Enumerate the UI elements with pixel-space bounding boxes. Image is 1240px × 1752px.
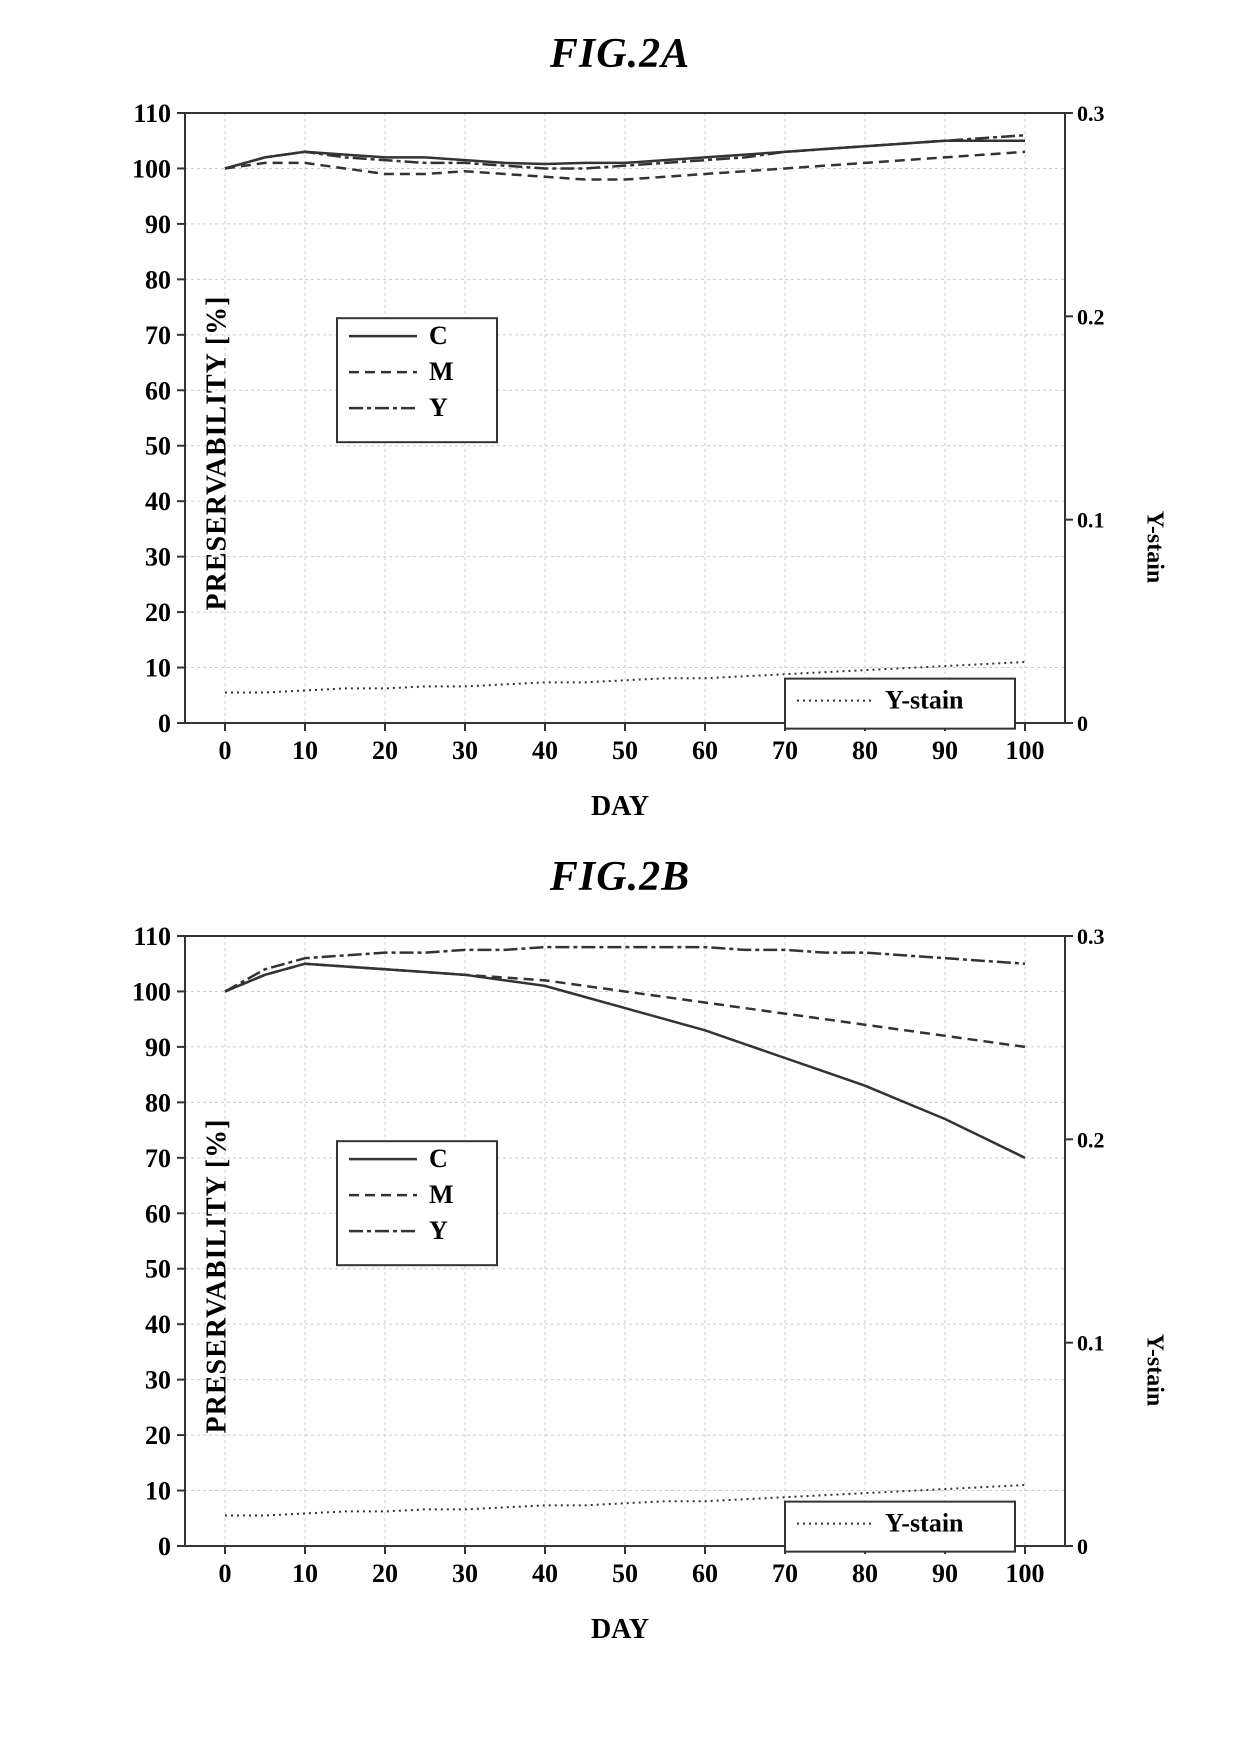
svg-text:50: 50 <box>612 736 638 765</box>
figA-title: FIG.2A <box>20 30 1220 78</box>
svg-text:60: 60 <box>692 736 718 765</box>
svg-text:100: 100 <box>132 977 171 1006</box>
svg-text:Y: Y <box>429 1216 448 1245</box>
svg-text:50: 50 <box>145 432 171 461</box>
svg-text:C: C <box>429 321 448 350</box>
svg-text:110: 110 <box>133 922 171 951</box>
figA-xlabel: DAY <box>591 791 649 823</box>
svg-text:20: 20 <box>372 736 398 765</box>
svg-text:80: 80 <box>852 1559 878 1588</box>
svg-text:100: 100 <box>1006 1559 1045 1588</box>
figA-y2label: Y-stain <box>1140 510 1167 582</box>
svg-text:70: 70 <box>145 321 171 350</box>
svg-text:30: 30 <box>452 1559 478 1588</box>
svg-text:40: 40 <box>145 1310 171 1339</box>
svg-text:70: 70 <box>772 1559 798 1588</box>
svg-text:60: 60 <box>145 376 171 405</box>
svg-text:30: 30 <box>145 543 171 572</box>
svg-text:0: 0 <box>1077 1534 1088 1559</box>
svg-text:10: 10 <box>292 736 318 765</box>
svg-text:Y-stain: Y-stain <box>885 686 964 715</box>
figB-y2label: Y-stain <box>1140 1333 1167 1405</box>
figA-ylabel: PRESERVABILITY [%] <box>201 296 233 611</box>
svg-text:0.1: 0.1 <box>1077 1331 1105 1356</box>
svg-text:90: 90 <box>145 210 171 239</box>
svg-text:10: 10 <box>145 654 171 683</box>
svg-text:0.3: 0.3 <box>1077 101 1105 126</box>
svg-text:80: 80 <box>145 1088 171 1117</box>
svg-text:80: 80 <box>852 736 878 765</box>
svg-text:0: 0 <box>158 709 171 738</box>
svg-text:C: C <box>429 1144 448 1173</box>
svg-text:20: 20 <box>145 598 171 627</box>
svg-text:M: M <box>429 1180 454 1209</box>
svg-text:0.3: 0.3 <box>1077 924 1105 949</box>
svg-text:0: 0 <box>219 1559 232 1588</box>
svg-text:70: 70 <box>145 1144 171 1173</box>
svg-text:0: 0 <box>158 1532 171 1561</box>
chartA-container: PRESERVABILITY [%] Y-stain 0 10 20 30 40 50 60… <box>70 93 1170 813</box>
svg-text:0.2: 0.2 <box>1077 304 1105 329</box>
figB-ylabel: PRESERVABILITY [%] <box>201 1119 233 1434</box>
svg-text:90: 90 <box>145 1033 171 1062</box>
svg-text:70: 70 <box>772 736 798 765</box>
svg-text:Y: Y <box>429 393 448 422</box>
svg-text:0: 0 <box>1077 711 1088 736</box>
svg-text:110: 110 <box>133 99 171 128</box>
svg-text:0.2: 0.2 <box>1077 1127 1105 1152</box>
svg-text:50: 50 <box>612 1559 638 1588</box>
svg-text:Y-stain: Y-stain <box>885 1509 964 1538</box>
svg-text:20: 20 <box>372 1559 398 1588</box>
svg-text:40: 40 <box>532 736 558 765</box>
svg-text:30: 30 <box>452 736 478 765</box>
svg-text:0: 0 <box>219 736 232 765</box>
chartA-svg: 0 10 20 30 40 50 60 70 80 90 100 0 10 20 30 40 50 60 70 80 9… <box>70 93 1170 813</box>
svg-text:M: M <box>429 357 454 386</box>
svg-text:0.1: 0.1 <box>1077 508 1105 533</box>
figB-title: FIG.2B <box>20 853 1220 901</box>
svg-text:60: 60 <box>692 1559 718 1588</box>
svg-text:20: 20 <box>145 1421 171 1450</box>
svg-text:40: 40 <box>145 487 171 516</box>
svg-text:50: 50 <box>145 1255 171 1284</box>
svg-text:80: 80 <box>145 265 171 294</box>
svg-text:90: 90 <box>932 736 958 765</box>
chartB-container: PRESERVABILITY [%] Y-stain 0 10 20 30 40 50 60… <box>70 916 1170 1636</box>
svg-text:10: 10 <box>292 1559 318 1588</box>
svg-text:30: 30 <box>145 1366 171 1395</box>
chartB-svg: 0 10 20 30 40 50 60 70 80 90 100 0 10 20 30 40 50 60 70 80 9… <box>70 916 1170 1636</box>
svg-text:40: 40 <box>532 1559 558 1588</box>
figB-xlabel: DAY <box>591 1614 649 1646</box>
svg-text:60: 60 <box>145 1199 171 1228</box>
svg-text:90: 90 <box>932 1559 958 1588</box>
svg-text:10: 10 <box>145 1477 171 1506</box>
svg-text:100: 100 <box>1006 736 1045 765</box>
svg-text:100: 100 <box>132 154 171 183</box>
